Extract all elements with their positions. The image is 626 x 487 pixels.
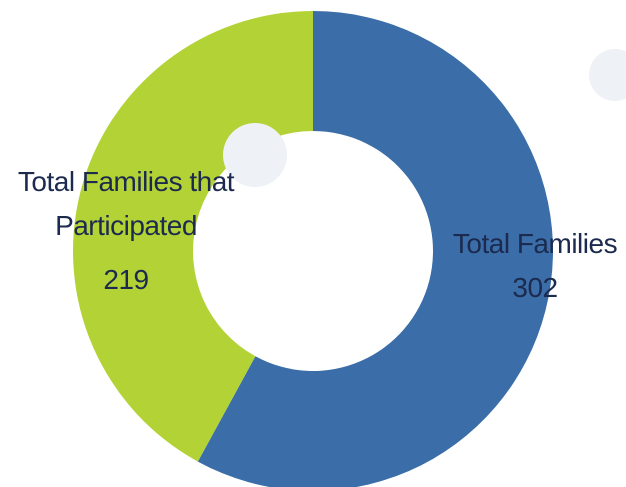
label-name: Total Families: [452, 228, 618, 259]
label-0: Total Families 302: [440, 222, 626, 310]
decor-circle: [589, 49, 626, 101]
pie-segment: [197, 11, 553, 487]
label-1: Total Families that Participated 219: [6, 160, 246, 302]
label-name: Total Families that Participated: [17, 166, 235, 241]
decor-circle: [223, 123, 287, 187]
label-value: 219: [103, 264, 149, 295]
label-value: 302: [512, 272, 558, 303]
